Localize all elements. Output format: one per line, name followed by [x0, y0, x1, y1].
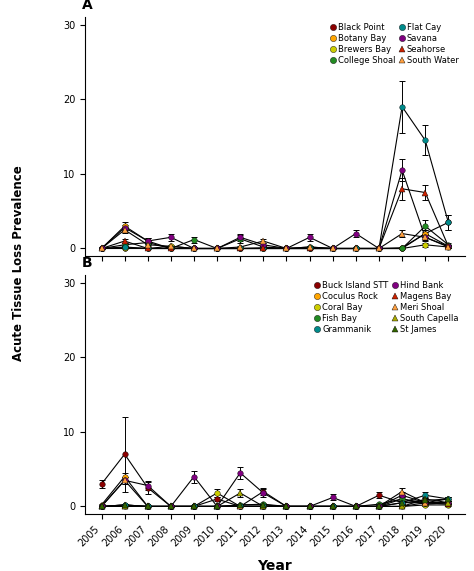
X-axis label: Year: Year: [257, 560, 292, 571]
Legend: Buck Island STT, Coculus Rock, Coral Bay, Fish Bay, Grammanik, Hind Bank, Magens: Buck Island STT, Coculus Rock, Coral Bay…: [313, 279, 460, 336]
Text: B: B: [82, 256, 92, 270]
Text: Acute Tissue Loss Prevalence: Acute Tissue Loss Prevalence: [12, 165, 26, 360]
Legend: Black Point, Botany Bay, Brewers Bay, College Shoal, Flat Cay, Savana, Seahorse,: Black Point, Botany Bay, Brewers Bay, Co…: [328, 21, 460, 67]
Text: A: A: [82, 0, 92, 13]
